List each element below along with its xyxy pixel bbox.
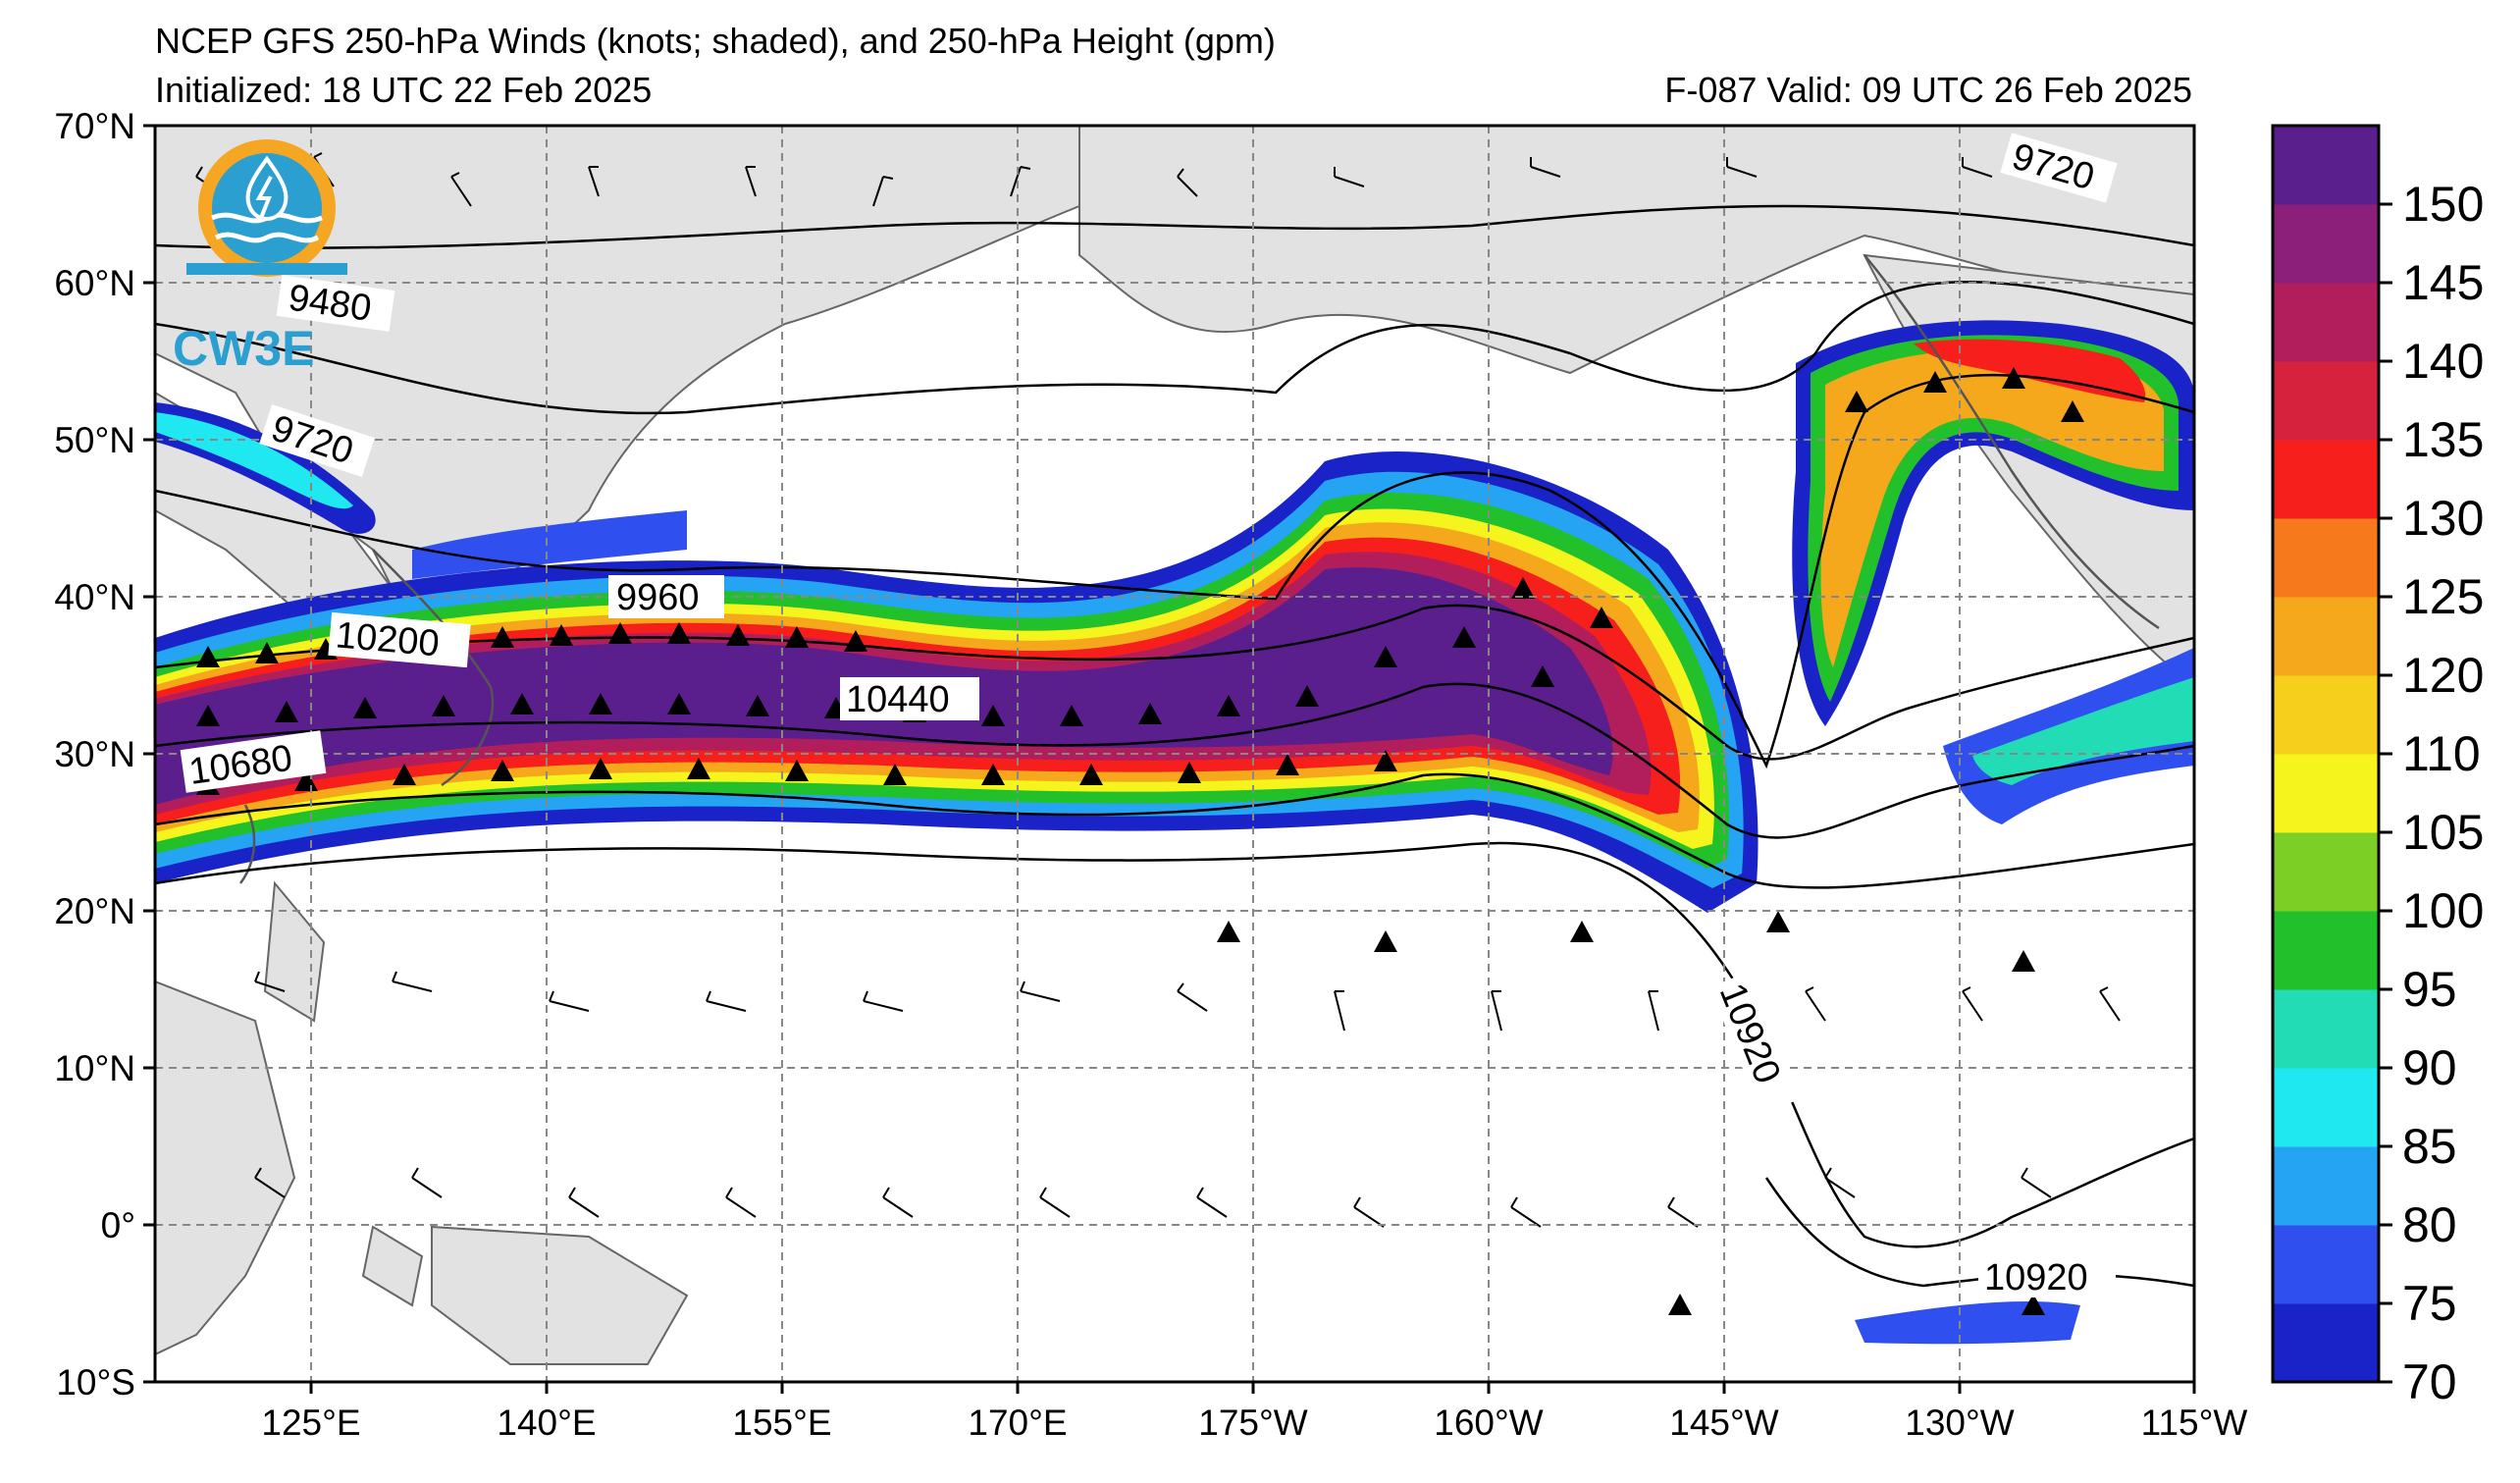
colorbar-swatch	[2273, 440, 2379, 519]
lon-label: 175°W	[1198, 1403, 1308, 1443]
colorbar-tick-label: 105	[2402, 805, 2484, 860]
colorbar-swatch	[2273, 126, 2379, 205]
colorbar-swatch	[2273, 518, 2379, 598]
colorbar-tick-label: 110	[2402, 726, 2481, 781]
colorbar-swatch	[2273, 911, 2379, 990]
contour-label-10440: 10440	[846, 679, 950, 720]
coastlines	[238, 254, 2160, 884]
colorbar-tick-label: 95	[2402, 962, 2457, 1017]
map-title: NCEP GFS 250-hPa Winds (knots; shaded), …	[155, 21, 1276, 61]
lat-label: 50°N	[54, 420, 135, 460]
colorbar-swatch	[2273, 754, 2379, 833]
colorbar-swatch	[2273, 1225, 2379, 1304]
lat-label: 0°	[101, 1205, 135, 1245]
colorbar-tick-label: 85	[2402, 1119, 2457, 1174]
contour-label-10920-south: 10920	[1984, 1257, 2088, 1298]
lat-label: 10°N	[54, 1048, 135, 1088]
contour-label-9960: 9960	[616, 577, 700, 618]
latitude-labels: 70°N 60°N 50°N 40°N 30°N 20°N 10°N 0° 10…	[54, 106, 135, 1403]
colorbar-tick-label: 130	[2402, 491, 2484, 546]
lon-label: 115°W	[2141, 1403, 2248, 1443]
wind-barbs	[195, 152, 2121, 1228]
colorbar-swatch	[2273, 1068, 2379, 1147]
colorbar-tick-label: 125	[2402, 569, 2484, 624]
colorbar-swatch	[2273, 832, 2379, 912]
colorbar-ticks: 70 75 80 85 90 95 100 105 110 120 125 130 135 140 145 1…	[2379, 177, 2484, 1409]
contour-label-10200: 10200	[334, 614, 441, 664]
lon-label: 155°E	[732, 1403, 831, 1443]
axis-ticks	[143, 124, 2196, 1394]
lon-label: 160°W	[1434, 1403, 1544, 1443]
longitude-labels: 125°E 140°E 155°E 170°E 175°W 160°W 145°…	[261, 1403, 2247, 1443]
colorbar-tick-label: 70	[2402, 1354, 2457, 1409]
lat-label: 60°N	[54, 263, 135, 303]
colorbar-tick-label: 80	[2402, 1197, 2457, 1252]
lon-label: 140°E	[497, 1403, 596, 1443]
cw3e-logo: CW3E	[173, 139, 347, 376]
lon-label: 130°W	[1905, 1403, 2015, 1443]
lat-label: 10°S	[56, 1362, 135, 1403]
colorbar-tick-label: 90	[2402, 1040, 2457, 1095]
colorbar-swatch	[2273, 361, 2379, 441]
colorbar-swatch	[2273, 1146, 2379, 1226]
colorbar-tick-label: 145	[2402, 255, 2484, 310]
colorbar-tick-label: 120	[2402, 648, 2484, 703]
grid-lines	[155, 126, 2194, 1382]
colorbar-swatch	[2273, 204, 2379, 284]
lat-label: 20°N	[54, 891, 135, 931]
colorbar-swatch	[2273, 283, 2379, 362]
height-contours	[155, 204, 2194, 1288]
contour-labels: 9480 9720 9720 9960 10200 10440 10680 10…	[180, 132, 2118, 1298]
colorbar-swatch	[2273, 989, 2379, 1069]
lat-label: 40°N	[54, 577, 135, 617]
colorbar-swatches	[2273, 126, 2379, 1383]
colorbar-tick-label: 100	[2402, 883, 2484, 938]
colorbar-tick-label: 135	[2402, 412, 2484, 467]
lon-label: 145°W	[1669, 1403, 1779, 1443]
colorbar-swatch	[2273, 597, 2379, 676]
lat-label: 30°N	[54, 734, 135, 774]
colorbar-swatch	[2273, 675, 2379, 755]
lat-label: 70°N	[54, 106, 135, 146]
land-masses	[155, 126, 2194, 1365]
logo-text: CW3E	[173, 321, 314, 376]
lon-label: 125°E	[261, 1403, 360, 1443]
colorbar-tick-label: 75	[2402, 1276, 2457, 1331]
colorbar-tick-label: 140	[2402, 334, 2484, 389]
init-time: Initialized: 18 UTC 22 Feb 2025	[155, 70, 653, 110]
colorbar-swatch	[2273, 1303, 2379, 1383]
colorbar-tick-label: 150	[2402, 177, 2484, 232]
colorbar: 70 75 80 85 90 95 100 105 110 120 125 130 135 140 145 1…	[2271, 124, 2484, 1409]
lon-label: 170°E	[968, 1403, 1067, 1443]
valid-time: F-087 Valid: 09 UTC 26 Feb 2025	[1664, 70, 2192, 110]
